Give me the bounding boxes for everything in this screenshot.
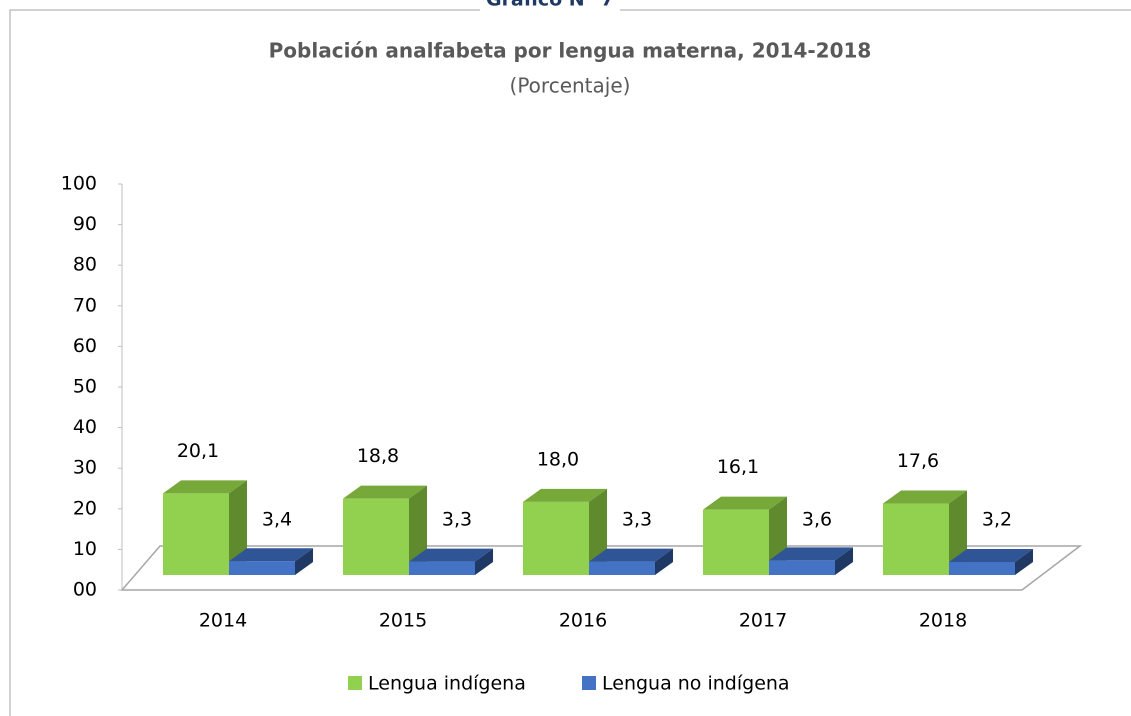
chart-frame [9, 9, 1131, 716]
legend-label: Lengua indígena [368, 673, 526, 695]
bar [949, 562, 1015, 575]
bar [703, 509, 769, 575]
data-label: 17,6 [897, 450, 939, 472]
bar [343, 498, 409, 575]
data-label: 3,4 [262, 509, 292, 531]
bar-top [229, 548, 313, 562]
legend-label: Lengua no indígena [602, 673, 790, 695]
bar [409, 561, 475, 575]
y-tick-label: 40 [73, 416, 97, 438]
bar [883, 503, 949, 575]
bar [769, 560, 835, 575]
bar-top [409, 548, 493, 562]
chart-subtitle: (Porcentaje) [510, 74, 631, 98]
bar-top [949, 549, 1033, 563]
bar [229, 561, 295, 575]
x-tick-label: 2015 [379, 610, 427, 632]
data-label: 16,1 [717, 456, 759, 478]
bar-side [1015, 549, 1033, 575]
floor [120, 545, 1083, 591]
bar-top [703, 496, 787, 510]
bar-side [835, 547, 853, 575]
y-tick-label: 90 [73, 213, 97, 235]
bar [589, 561, 655, 575]
x-tick-label: 2016 [559, 610, 607, 632]
legend-swatch [582, 676, 596, 690]
y-tick-label: 100 [61, 173, 97, 195]
y-tick-label: 70 [73, 294, 97, 316]
bar-side [475, 548, 493, 575]
y-tick-label: 50 [73, 376, 97, 398]
bar-top [883, 490, 967, 504]
x-tick-label: 2018 [919, 610, 967, 632]
data-label: 3,2 [982, 509, 1012, 531]
chart-title: Población analfabeta por lengua materna,… [269, 39, 872, 63]
bar-top [589, 548, 673, 562]
y-tick-label: 30 [73, 457, 97, 479]
data-label: 3,6 [802, 509, 832, 531]
y-tick-label: 00 [73, 579, 97, 601]
bar [163, 493, 229, 575]
bar-side [655, 548, 673, 575]
data-label: 3,3 [622, 509, 652, 531]
bar-top [163, 480, 247, 494]
y-tick-label: 20 [73, 497, 97, 519]
legend-swatch [348, 676, 362, 690]
y-tick-label: 10 [73, 538, 97, 560]
x-tick-label: 2017 [739, 610, 787, 632]
data-label: 3,3 [442, 509, 472, 531]
bar [523, 501, 589, 575]
y-tick-label: 80 [73, 254, 97, 276]
data-label: 20,1 [177, 440, 219, 462]
bar-top [769, 547, 853, 561]
x-tick-label: 2014 [199, 610, 247, 632]
data-label: 18,0 [537, 448, 579, 470]
bar-side [295, 548, 313, 575]
data-label: 18,8 [357, 445, 399, 467]
bar-top [523, 488, 607, 502]
header: Gráfico N° 7 [486, 0, 614, 11]
y-tick-label: 60 [73, 335, 97, 357]
bar-top [343, 485, 427, 499]
bar-side [229, 480, 247, 575]
